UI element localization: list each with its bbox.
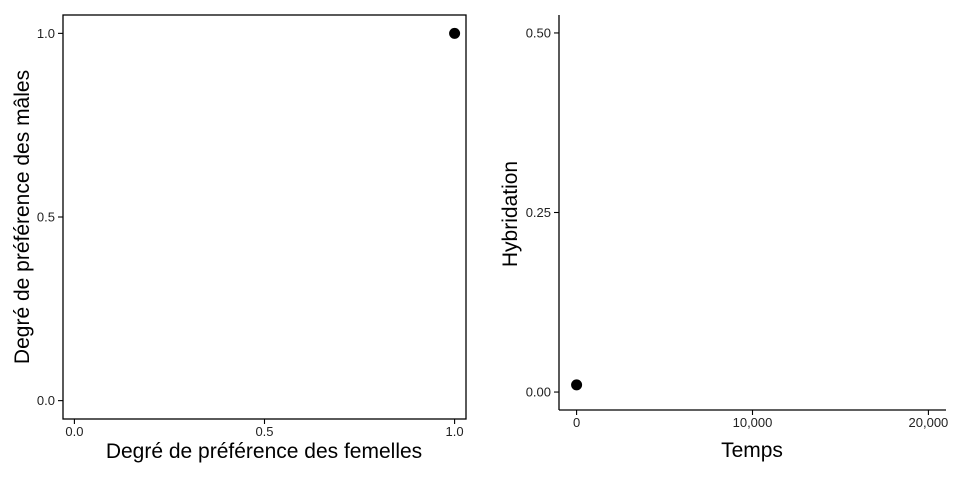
x-axis-title: Temps	[721, 439, 783, 462]
marks-layer: 0 10,000 20,000 0.00 0.25 0.50	[526, 25, 949, 430]
y-tick-label: 0.0	[37, 393, 55, 408]
x-tick-label: 0.0	[65, 424, 83, 439]
marks-layer: 0.0 0.5 1.0 0.0 0.5 1.0	[37, 26, 464, 439]
x-tick-label: 0.5	[255, 424, 273, 439]
x-tick-label: 10,000	[733, 415, 773, 430]
x-tick-label: 20,000	[909, 415, 949, 430]
y-tick-label: 0.00	[526, 385, 551, 400]
x-tick-label: 0	[573, 415, 580, 430]
data-point	[571, 379, 583, 391]
panel-hybridation: 0 10,000 20,000 0.00 0.25 0.50 Temps Hybridat…	[499, 15, 948, 462]
x-tick-label: 1.0	[446, 424, 464, 439]
x-axis-title: Degré de préférence des femelles	[106, 440, 422, 463]
y-tick-label: 1.0	[37, 26, 55, 41]
panel-preference: 0.0 0.5 1.0 0.0 0.5 1.0 Degré de préférence d…	[11, 14, 467, 463]
y-tick-label: 0.5	[37, 210, 55, 225]
plot-frame	[62, 14, 467, 420]
y-tick-label: 0.25	[526, 205, 551, 220]
y-tick-label: 0.50	[526, 25, 551, 40]
y-axis-title: Degré de préférence des mâles	[11, 70, 34, 364]
y-axis-title: Hybridation	[499, 161, 522, 267]
data-point	[449, 27, 461, 39]
